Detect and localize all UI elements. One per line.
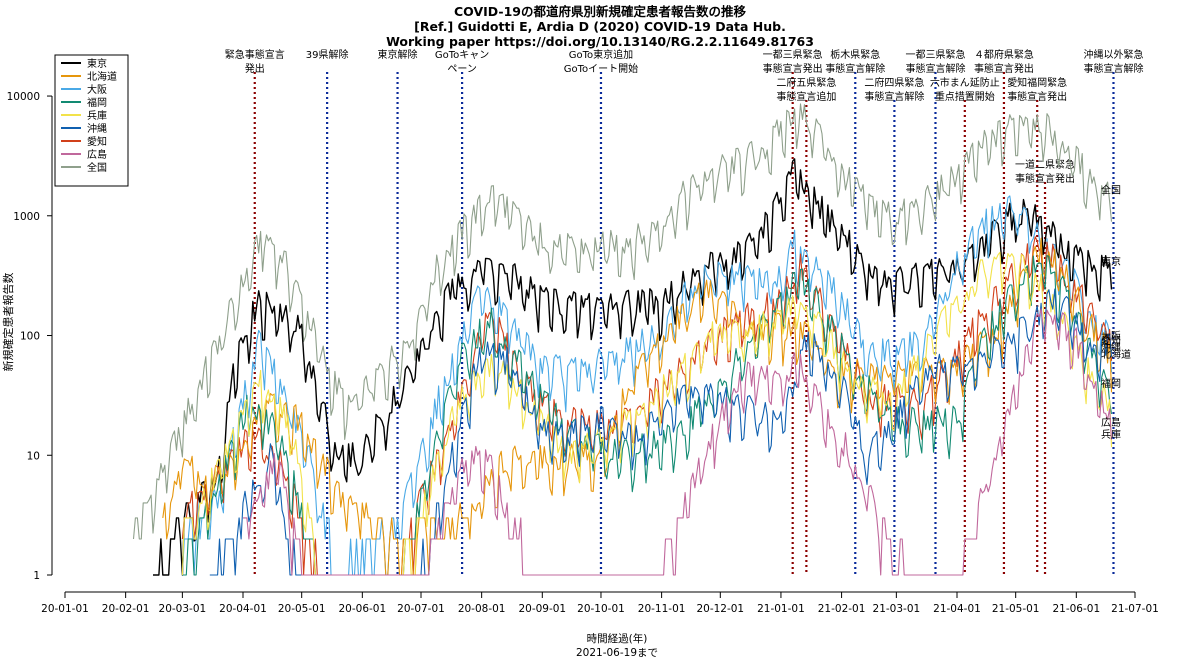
y-tick-label-3: 1000 <box>13 211 40 223</box>
x-tick-label-14: 21-03-01 <box>873 603 921 615</box>
event-label-11-0: ４都府県緊急 <box>974 48 1034 61</box>
legend-label-3: 福岡 <box>87 96 107 109</box>
event-label-0-1: 発出 <box>245 62 265 75</box>
x-tick-label-16: 21-05-01 <box>992 603 1040 615</box>
y-tick-label-1: 10 <box>27 450 40 462</box>
x-tick-label-10: 20-11-01 <box>638 603 686 615</box>
event-label-10-0: 六市まん延防止 <box>930 76 1000 89</box>
legend-label-8: 全国 <box>87 161 107 174</box>
x-tick-label-3: 20-04-01 <box>219 603 267 615</box>
event-label-9-0: 一都三県緊急 <box>905 48 965 61</box>
y-tick-label-0: 1 <box>33 570 40 582</box>
legend-label-7: 広島 <box>87 148 107 161</box>
x-tick-label-11: 20-12-01 <box>696 603 744 615</box>
end-label-3: 愛知 <box>1101 334 1121 347</box>
event-label-8-1: 事態宣言解除 <box>864 90 924 103</box>
series-line-1 <box>153 158 1113 576</box>
x-tick-label-13: 21-02-01 <box>818 603 866 615</box>
end-label-1: 東京 <box>1101 255 1121 268</box>
y-tick-label-2: 100 <box>20 331 40 343</box>
x-tick-label-15: 21-04-01 <box>933 603 981 615</box>
end-label-0: 全国 <box>1101 184 1121 197</box>
x-tick-label-1: 20-02-01 <box>102 603 150 615</box>
end-label-2: 大阪 <box>1101 330 1121 343</box>
event-label-9-1: 事態宣言解除 <box>905 62 965 75</box>
series-line-0 <box>132 103 1113 540</box>
end-label-4: 沖縄 <box>1101 341 1121 354</box>
x-tick-label-18: 21-07-01 <box>1111 603 1159 615</box>
event-label-11-1: 事態宣言発出 <box>974 62 1034 75</box>
event-label-14-1: 事態宣言解除 <box>1083 62 1143 75</box>
x-tick-label-9: 20-10-01 <box>577 603 625 615</box>
event-label-3-1: ペーン <box>447 64 477 75</box>
event-label-7-1: 事態宣言解除 <box>825 62 885 75</box>
x-tick-label-7: 20-08-01 <box>458 603 506 615</box>
series-line-7 <box>209 288 1113 576</box>
x-axis-label: 時間経過(年) <box>587 632 648 645</box>
x-tick-label-0: 20-01-01 <box>41 603 89 615</box>
y-axis-label: 新規確定患者報告数 <box>1 273 15 372</box>
chart-title-line-2: [Ref.] Guidotti E, Ardia D (2020) COVID-… <box>414 19 786 34</box>
x-tick-label-6: 20-07-01 <box>397 603 445 615</box>
x-tick-label-8: 20-09-01 <box>518 603 566 615</box>
event-label-2-0: 東京解除 <box>378 48 418 61</box>
legend-label-2: 大阪 <box>87 83 107 96</box>
series-line-5 <box>182 255 1113 576</box>
event-label-12-1: 事態宣言発出 <box>1007 90 1067 103</box>
event-label-13-1: 事態宣言発出 <box>1015 172 1075 185</box>
legend-label-5: 沖縄 <box>87 122 107 135</box>
end-label-5: 北海道 <box>1101 348 1131 361</box>
event-label-4-0: GoTo東京追加 <box>569 48 633 61</box>
end-label-8: 兵庫 <box>1101 428 1121 441</box>
event-label-0-0: 緊急事態宣言 <box>225 48 285 61</box>
x-tick-label-17: 21-06-01 <box>1052 603 1100 615</box>
x-axis-note: 2021-06-19まで <box>576 647 658 659</box>
series-lines <box>132 103 1113 576</box>
series-line-6 <box>181 251 1113 576</box>
x-tick-label-12: 21-01-01 <box>757 603 805 615</box>
event-label-4-1: GoToイート開始 <box>564 62 638 75</box>
event-label-6-0: 二府五県緊急 <box>776 76 836 89</box>
chart-title-line-3: Working paper https://doi.org/10.13140/R… <box>386 34 814 49</box>
event-label-5-1: 事態宣言発出 <box>763 62 823 75</box>
legend-label-0: 東京 <box>87 57 107 70</box>
event-label-6-1: 事態宣言追加 <box>776 90 836 103</box>
event-label-5-0: 一都三県緊急 <box>763 48 823 61</box>
x-axis: 20-01-01 20-02-01 20-03-01 20-04-01 20-05-01… <box>41 591 1159 615</box>
legend-label-1: 北海道 <box>87 70 117 83</box>
event-label-1-0: 39県解除 <box>306 48 349 61</box>
end-label-6: 福岡 <box>1101 377 1121 390</box>
event-label-7-0: 栃木県緊急 <box>830 48 880 61</box>
series-line-4 <box>162 237 1113 576</box>
event-label-3-0: GoToキャン <box>435 50 489 61</box>
y-tick-label-4: 10000 <box>7 91 40 103</box>
x-tick-label-5: 20-06-01 <box>338 603 386 615</box>
series-line-8 <box>243 308 1113 576</box>
y-axis: 1 10 100 1000 10000 <box>7 91 53 582</box>
legend-label-6: 愛知 <box>87 135 107 148</box>
x-tick-label-2: 20-03-01 <box>159 603 207 615</box>
event-label-10-1: 重点措置開始 <box>935 90 995 103</box>
chart-title: COVID-19の都道府県別新規確定患者報告数の推移 [Ref.] Guidot… <box>386 4 814 49</box>
chart-title-line-1: COVID-19の都道府県別新規確定患者報告数の推移 <box>454 4 746 19</box>
event-label-8-0: 二府四県緊急 <box>864 76 924 89</box>
event-label-14-0: 沖縄以外緊急 <box>1083 48 1143 61</box>
event-label-12-0: 愛知福岡緊急 <box>1007 76 1067 89</box>
x-tick-label-4: 20-05-01 <box>278 603 326 615</box>
legend-label-4: 兵庫 <box>87 109 107 122</box>
end-label-7: 広島 <box>1101 416 1121 429</box>
series-line-2 <box>181 195 1113 576</box>
event-label-13-0: 一道二県緊急 <box>1015 158 1075 171</box>
